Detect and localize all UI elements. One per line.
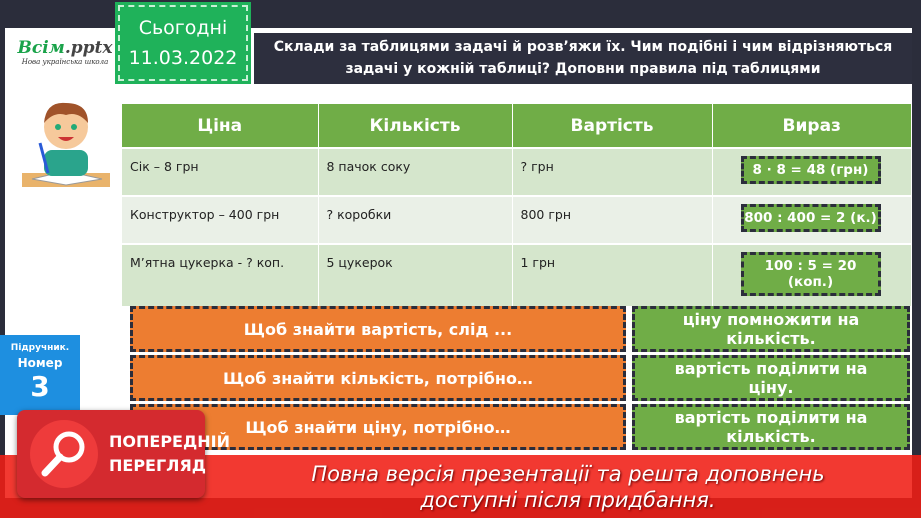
- rule-right-2: вартість поділити на ціну.: [632, 355, 910, 401]
- boy-illustration: [22, 102, 110, 187]
- logo: Всім.pptx Нова українська школа: [17, 38, 113, 66]
- date-badge: Сьогодні 11.03.2022: [115, 2, 251, 84]
- header-price: Ціна: [122, 104, 319, 148]
- cell: Сік – 8 грн: [122, 147, 319, 196]
- cell: 8 пачок соку: [318, 147, 513, 196]
- table-row: Сік – 8 грн 8 пачок соку? грн 8 · 8 = 48 …: [122, 147, 912, 196]
- cell: 5 цукерок: [318, 243, 513, 306]
- table-row: М’ятна цукерка - ? коп. 5 цукерок 1 грн 10…: [122, 243, 912, 306]
- preview-line2: ПЕРЕГЛЯД: [109, 456, 207, 475]
- textbook-badge: Підручник. Номер 3: [0, 335, 80, 415]
- rule-left-3: Щоб знайти ціну, потрібно…: [130, 404, 626, 450]
- header-quantity: Кількість: [318, 104, 513, 148]
- header-cost: Вартість: [512, 104, 713, 148]
- task-title: Склади за таблицями задачі й розв’яжи їх…: [254, 33, 912, 84]
- preview-badge[interactable]: ПОПЕРЕДНІЙ ПЕРЕГЛЯД: [17, 410, 230, 498]
- price-table: Ціна Кількість Вартість Вираз Сік – 8 гр…: [122, 104, 912, 306]
- expression-box: 8 · 8 = 48 (грн): [740, 156, 881, 184]
- cell: ? коробки: [318, 195, 513, 244]
- rule-right-1: ціну помножити на кількість.: [632, 306, 910, 352]
- expression-box: 800 : 400 = 2 (к.): [740, 204, 881, 232]
- table-header: Ціна Кількість Вартість Вираз: [122, 104, 912, 148]
- rule-left-2: Щоб знайти кількість, потрібно…: [130, 355, 626, 401]
- cell: М’ятна цукерка - ? коп.: [122, 243, 319, 306]
- header-expression: Вираз: [712, 104, 912, 148]
- expression-box: 100 : 5 = 20 (коп.): [740, 252, 881, 296]
- cell: 1 грн: [512, 243, 713, 306]
- magnifier-icon: [30, 420, 98, 488]
- cell: 800 грн: [512, 195, 713, 244]
- cell: ? грн: [512, 147, 713, 196]
- date-value: 11.03.2022: [128, 47, 238, 69]
- preview-line1: ПОПЕРЕДНІЙ: [109, 432, 230, 451]
- rule-left-1: Щоб знайти вартість, слід ...: [130, 306, 626, 352]
- table-row: Конструктор – 400 грн? коробки 800 грн 80…: [122, 195, 912, 244]
- banner-line2: доступні після придбання.: [420, 488, 716, 512]
- cell: Конструктор – 400 грн: [122, 195, 319, 244]
- rule-right-3: вартість поділити на кількість.: [632, 404, 910, 450]
- banner-line1: Повна версія презентації та решта доповн…: [311, 462, 825, 486]
- date-label: Сьогодні: [138, 17, 228, 39]
